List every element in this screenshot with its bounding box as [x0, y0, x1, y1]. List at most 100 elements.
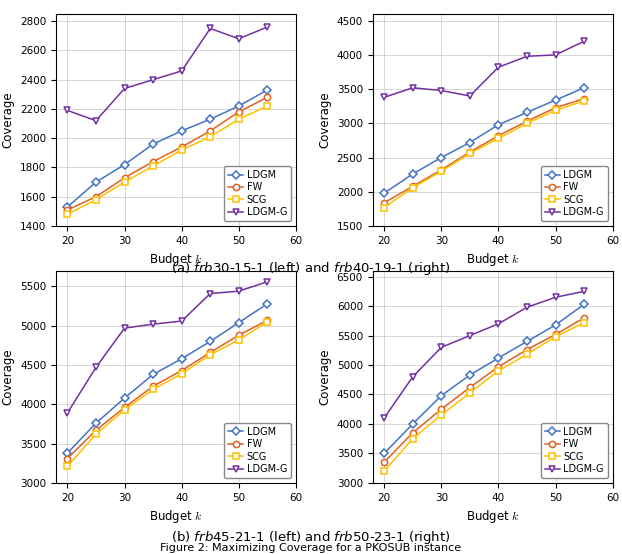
SCG: [523, 351, 531, 358]
LDGM-G: [381, 94, 388, 101]
Line: FW: FW: [64, 317, 271, 461]
LDGM-G: [381, 415, 388, 422]
LDGM-G: [494, 320, 502, 327]
Legend: LDGM, FW, SCG, LDGM-G: LDGM, FW, SCG, LDGM-G: [541, 423, 608, 478]
Line: LDGM: LDGM: [381, 301, 587, 456]
Y-axis label: Coverage: Coverage: [318, 91, 331, 148]
LDGM: [92, 179, 100, 186]
SCG: [523, 120, 531, 127]
LDGM: [409, 420, 417, 427]
FW: [409, 183, 417, 189]
FW: [178, 367, 185, 374]
LDGM: [381, 190, 388, 197]
LDGM: [437, 154, 445, 161]
LDGM-G: [63, 409, 71, 416]
SCG: [92, 431, 100, 438]
LDGM-G: [264, 279, 271, 285]
SCG: [178, 371, 185, 377]
SCG: [264, 319, 271, 325]
LDGM-G: [63, 107, 71, 114]
SCG: [580, 98, 588, 104]
FW: [178, 143, 185, 150]
SCG: [63, 463, 71, 470]
Legend: LDGM, FW, SCG, LDGM-G: LDGM, FW, SCG, LDGM-G: [225, 166, 291, 221]
Line: FW: FW: [381, 315, 587, 465]
Line: LDGM-G: LDGM-G: [381, 38, 587, 100]
FW: [552, 331, 559, 338]
SCG: [552, 334, 559, 340]
Line: SCG: SCG: [64, 319, 271, 470]
LDGM: [178, 356, 185, 362]
FW: [235, 332, 243, 338]
LDGM-G: [409, 373, 417, 380]
Line: SCG: SCG: [381, 98, 587, 211]
LDGM-G: [178, 317, 185, 324]
Text: (b) $\mathit{frb45}$-$\mathit{21}$-$\mathit{1}$ (left) and $\mathit{frb50}$-$\ma: (b) $\mathit{frb45}$-$\mathit{21}$-$\mat…: [171, 529, 451, 546]
LDGM-G: [178, 68, 185, 74]
LDGM: [207, 116, 214, 122]
LDGM: [580, 84, 588, 91]
SCG: [121, 179, 128, 186]
LDGM: [92, 420, 100, 427]
SCG: [63, 211, 71, 218]
Line: LDGM: LDGM: [64, 301, 271, 456]
LDGM: [178, 127, 185, 134]
LDGM: [63, 204, 71, 211]
X-axis label: Budget $k$: Budget $k$: [466, 508, 520, 525]
FW: [264, 94, 271, 101]
Line: LDGM: LDGM: [64, 87, 271, 210]
FW: [494, 132, 502, 139]
Line: LDGM-G: LDGM-G: [64, 24, 271, 124]
Line: FW: FW: [64, 94, 271, 213]
SCG: [494, 135, 502, 142]
FW: [92, 427, 100, 434]
SCG: [466, 150, 473, 157]
LDGM: [494, 121, 502, 128]
LDGM: [235, 102, 243, 109]
LDGM: [149, 371, 157, 378]
FW: [466, 384, 473, 391]
FW: [552, 104, 559, 111]
Text: (a) $\mathit{frb30}$-$\mathit{15}$-$\mathit{1}$ (left) and $\mathit{frb40}$-$\ma: (a) $\mathit{frb30}$-$\mathit{15}$-$\mat…: [172, 260, 450, 277]
LDGM-G: [92, 364, 100, 371]
FW: [207, 349, 214, 356]
SCG: [149, 386, 157, 393]
FW: [381, 459, 388, 465]
SCG: [381, 204, 388, 211]
Line: FW: FW: [381, 96, 587, 206]
X-axis label: Budget $k$: Budget $k$: [149, 508, 203, 525]
LDGM: [523, 338, 531, 345]
FW: [264, 317, 271, 324]
LDGM: [552, 97, 559, 104]
SCG: [207, 134, 214, 140]
LDGM-G: [235, 35, 243, 42]
LDGM: [409, 171, 417, 177]
Line: SCG: SCG: [64, 103, 271, 217]
SCG: [149, 163, 157, 170]
LDGM-G: [207, 290, 214, 297]
FW: [63, 455, 71, 462]
SCG: [580, 319, 588, 326]
FW: [466, 149, 473, 156]
LDGM-G: [523, 304, 531, 311]
FW: [92, 193, 100, 200]
FW: [149, 158, 157, 165]
FW: [523, 118, 531, 125]
LDGM-G: [437, 87, 445, 94]
SCG: [235, 337, 243, 343]
FW: [207, 127, 214, 134]
FW: [437, 406, 445, 413]
LDGM-G: [409, 84, 417, 91]
SCG: [409, 435, 417, 442]
FW: [580, 95, 588, 102]
LDGM-G: [149, 321, 157, 327]
LDGM: [381, 450, 388, 456]
LDGM: [264, 300, 271, 307]
Line: LDGM: LDGM: [381, 85, 587, 196]
LDGM-G: [552, 52, 559, 58]
SCG: [235, 116, 243, 122]
LDGM: [207, 338, 214, 345]
X-axis label: Budget $k$: Budget $k$: [466, 252, 520, 268]
LDGM: [264, 86, 271, 93]
FW: [409, 429, 417, 436]
